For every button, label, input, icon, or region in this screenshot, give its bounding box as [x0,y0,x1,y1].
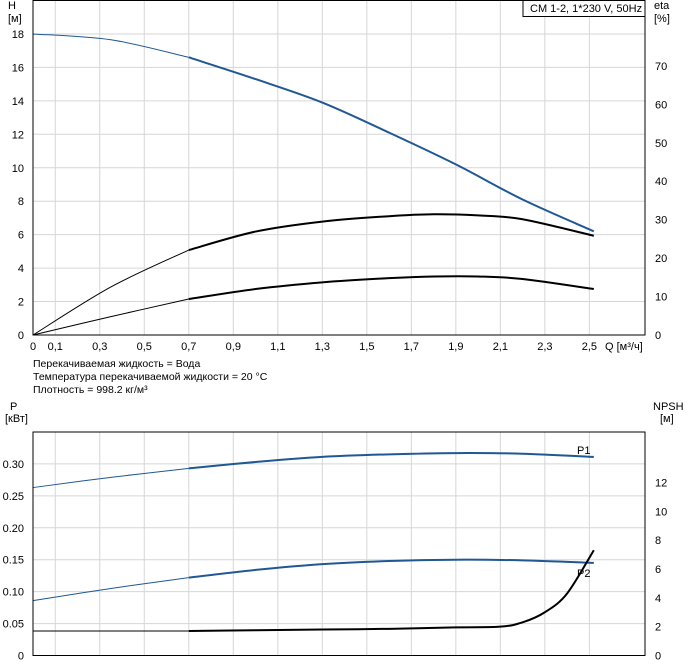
bottom-curves [32,452,595,632]
p1-curve-line [188,452,594,470]
p-tick-label: 0.10 [3,587,24,599]
bottom-plot-frame [32,431,646,656]
eta-tick-label: 50 [655,138,667,150]
x-tick-label: 0,1 [48,341,63,353]
bottom-grid [33,432,645,656]
x-tick-label: 1,5 [359,341,374,353]
eta-tick-label: 70 [655,61,667,73]
p-tick-label: 0.30 [3,459,24,471]
h-tick-label: 10 [12,163,24,175]
eta-tick-label: 20 [655,253,667,265]
h-tick-label: 18 [12,29,24,41]
p-tick-label: 0.20 [3,523,24,535]
tick-labels: 0 0,1 0,3 0,5 0,7 0,9 1,1 1,3 1,5 1,7 1,9 2,1 2,3 2,5… [3,29,668,663]
npsh-tick-label: 4 [655,593,661,605]
efficiency-curve-line [188,213,595,251]
top-curves [32,33,595,336]
h-tick-label: 2 [18,297,24,309]
model-title: CM 1-2, 1*230 V, 50Hz [530,3,642,15]
h-tick-label: 16 [12,62,24,74]
h-tick-label: 6 [18,230,24,242]
npsh-tick-label: 6 [655,564,661,576]
h-tick-label: 4 [18,263,24,275]
q-axis-title: Q [м³/ч] [605,341,643,353]
x-tick-label: 0,9 [226,341,241,353]
p-tick-label: 0 [18,651,24,663]
model-title-box [522,0,646,17]
fluid-info-line3: Плотность = 998.2 кг/м³ [33,384,148,396]
fluid-info-line1: Перекачиваемая жидкость = Вода [33,358,200,370]
eta-tick-label: 10 [655,292,667,304]
eta-tick-label: 40 [655,176,667,188]
thick-black-curve-extrapolated-line [32,298,189,336]
h-tick-label: 0 [18,330,24,342]
x-tick-label: 2,1 [493,341,508,353]
h-axis-unit: [м] [8,13,22,25]
x-tick-label: 2,5 [582,341,597,353]
p1-series-label: P1 [577,445,590,457]
npsh-tick-label: 8 [655,535,661,547]
thick-black-curve-line [188,275,594,301]
eta-tick-label: 0 [655,330,661,342]
top-grid [33,0,645,335]
efficiency-curve-extrapolated-line [32,249,189,336]
npsh-tick-label: 12 [655,477,667,489]
h-tick-label: 8 [18,196,24,208]
x-tick-label: 1,9 [448,341,463,353]
eta-tick-label: 30 [655,215,667,227]
x-tick-label: 1,7 [404,341,419,353]
h-axis-title: H [8,0,16,12]
x-tick-label: 2,3 [537,341,552,353]
npsh-axis-title: NPSH [653,401,684,413]
eta-tick-label: 60 [655,99,667,111]
npsh-tick-label: 0 [655,651,661,663]
p-axis-title: P [10,401,17,413]
p-tick-label: 0.25 [3,491,24,503]
x-tick-label: 0,5 [137,341,152,353]
x-tick-label: 0,3 [92,341,107,353]
p2-series-label: P2 [577,568,590,580]
p1-curve-extrapolated-line [32,467,189,489]
h-tick-label: 12 [12,129,24,141]
npsh-tick-label: 2 [655,622,661,634]
head-curve-extrapolated-line [32,33,189,58]
x-tick-label: 1,3 [315,341,330,353]
p-axis-unit: [кВт] [5,413,28,425]
p-tick-label: 0.15 [3,555,24,567]
h-tick-label: 14 [12,96,24,108]
fluid-info-line2: Температура перекачиваемой жидкости = 20… [33,371,268,383]
eta-axis-unit: [%] [654,13,670,25]
npsh-tick-label: 10 [655,506,667,518]
x-tick-label: 0,7 [181,341,196,353]
p2-curve-line [188,558,594,579]
p2-curve-extrapolated-line [32,577,189,602]
eta-axis-title: eta [654,0,670,12]
x-tick-label: 1,1 [270,341,285,353]
npsh-axis-unit: [м] [660,413,674,425]
npsh-curve-line [188,549,595,632]
x-tick-label: 0 [30,341,36,353]
head-curve-line [188,56,595,233]
top-plot-frame [32,0,646,336]
p-tick-label: 0.05 [3,619,24,631]
